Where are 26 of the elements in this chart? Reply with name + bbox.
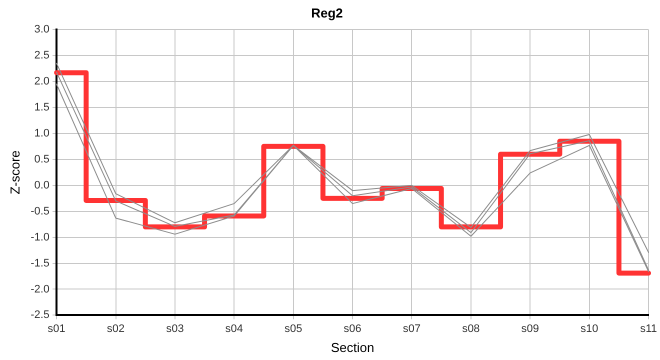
x-tick-label: s02: [106, 322, 125, 335]
x-axis-title: Section: [330, 340, 374, 355]
x-tick-label: s03: [166, 322, 184, 335]
y-tick-label: -0.5: [30, 205, 50, 218]
y-tick-label: -2.5: [30, 309, 50, 322]
y-tick-label: -2.0: [30, 283, 50, 296]
x-tick-label: s05: [284, 322, 302, 335]
y-tick-label: 2.0: [34, 76, 50, 88]
y-tick-label: -1.0: [30, 231, 50, 244]
y-tick-label: 0.0: [34, 179, 50, 192]
y-tick-label: 2.5: [34, 50, 50, 62]
x-tick-label: s01: [48, 322, 66, 335]
y-tick-label: 1.5: [34, 102, 50, 114]
y-tick-label: 3.0: [34, 24, 50, 36]
x-tick-label: s11: [640, 322, 657, 335]
y-tick-label: 0.5: [34, 153, 50, 166]
y-axis-title: Z-score: [7, 150, 22, 194]
y-tick-label: 1.0: [34, 127, 50, 140]
x-tick-label: s10: [580, 322, 598, 335]
x-tick-label: s08: [462, 322, 480, 335]
x-tick-label: s09: [521, 322, 540, 335]
y-tick-label: -1.5: [30, 257, 50, 270]
chart-title: Reg2: [311, 5, 343, 20]
x-tick-label: s07: [402, 322, 421, 335]
x-tick-label: s04: [225, 322, 244, 335]
x-tick-label: s06: [344, 322, 362, 335]
